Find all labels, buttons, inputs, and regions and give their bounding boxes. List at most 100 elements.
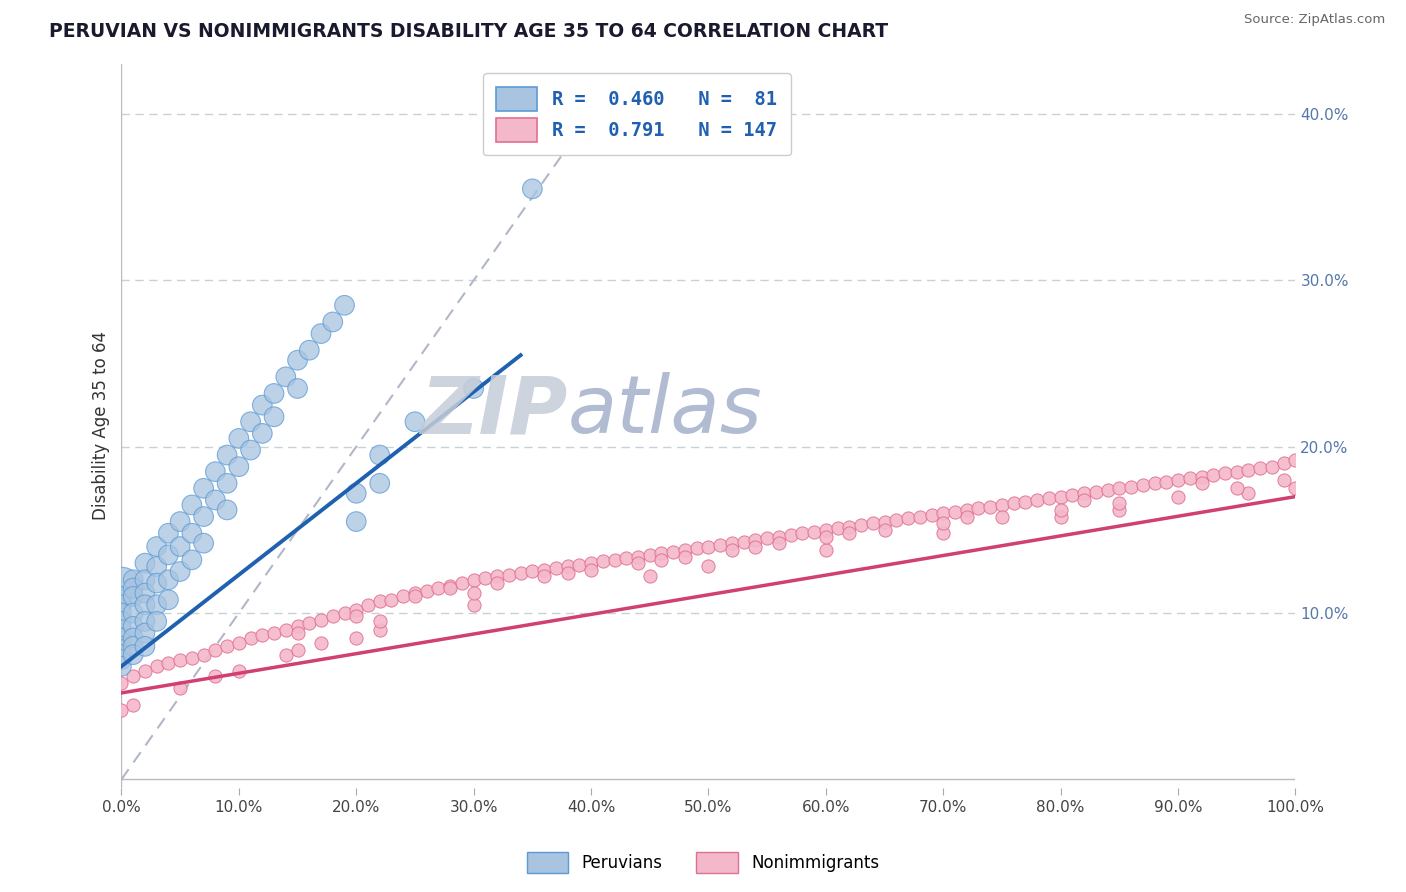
Point: [252, 426, 274, 441]
Point: [122, 648, 145, 662]
Point: [287, 642, 309, 657]
Point: [145, 659, 167, 673]
Point: [157, 526, 180, 541]
Point: [415, 584, 437, 599]
Text: ZIP: ZIP: [420, 373, 568, 450]
Point: [1108, 503, 1130, 517]
Point: [193, 481, 215, 495]
Point: [368, 476, 391, 491]
Point: [1049, 503, 1071, 517]
Point: [1073, 492, 1095, 507]
Point: [1237, 463, 1260, 477]
Point: [744, 540, 766, 554]
Point: [110, 676, 132, 690]
Point: [252, 398, 274, 412]
Point: [145, 615, 167, 629]
Point: [1002, 496, 1025, 510]
Point: [404, 590, 426, 604]
Point: [1084, 484, 1107, 499]
Point: [204, 465, 226, 479]
Point: [122, 573, 145, 587]
Point: [451, 576, 474, 591]
Point: [169, 653, 191, 667]
Point: [1038, 491, 1060, 506]
Point: [344, 631, 367, 645]
Point: [603, 553, 626, 567]
Point: [1167, 473, 1189, 487]
Point: [486, 576, 509, 591]
Point: [309, 636, 332, 650]
Point: [110, 642, 132, 657]
Point: [145, 598, 167, 612]
Point: [1049, 490, 1071, 504]
Point: [380, 592, 402, 607]
Point: [1062, 488, 1084, 502]
Point: [638, 548, 661, 562]
Point: [1178, 471, 1201, 485]
Point: [239, 415, 262, 429]
Point: [122, 698, 145, 712]
Point: [568, 558, 591, 572]
Point: [721, 536, 744, 550]
Point: [309, 326, 332, 341]
Point: [344, 603, 367, 617]
Point: [427, 581, 450, 595]
Point: [344, 515, 367, 529]
Point: [1237, 486, 1260, 500]
Point: [169, 565, 191, 579]
Point: [1049, 509, 1071, 524]
Point: [932, 516, 955, 531]
Point: [157, 548, 180, 562]
Point: [110, 702, 132, 716]
Point: [498, 567, 520, 582]
Point: [344, 609, 367, 624]
Point: [814, 530, 837, 544]
Point: [122, 581, 145, 595]
Point: [650, 546, 672, 560]
Point: [263, 409, 285, 424]
Point: [803, 524, 825, 539]
Point: [814, 542, 837, 557]
Point: [110, 581, 132, 595]
Point: [1191, 469, 1213, 483]
Point: [827, 521, 849, 535]
Point: [463, 382, 485, 396]
Point: [157, 656, 180, 670]
Point: [956, 509, 979, 524]
Point: [157, 573, 180, 587]
Point: [180, 553, 202, 567]
Point: [228, 665, 250, 679]
Point: [1284, 481, 1306, 495]
Point: [686, 541, 709, 556]
Point: [134, 573, 156, 587]
Point: [873, 515, 896, 529]
Point: [368, 615, 391, 629]
Text: Source: ZipAtlas.com: Source: ZipAtlas.com: [1244, 13, 1385, 27]
Point: [145, 540, 167, 554]
Point: [180, 651, 202, 665]
Point: [1261, 459, 1284, 474]
Point: [779, 528, 801, 542]
Point: [697, 559, 720, 574]
Point: [884, 513, 907, 527]
Point: [897, 511, 920, 525]
Point: [217, 448, 239, 462]
Point: [1272, 456, 1295, 470]
Point: [110, 640, 132, 654]
Text: PERUVIAN VS NONIMMIGRANTS DISABILITY AGE 35 TO 64 CORRELATION CHART: PERUVIAN VS NONIMMIGRANTS DISABILITY AGE…: [49, 22, 889, 41]
Point: [322, 609, 344, 624]
Point: [592, 554, 614, 568]
Point: [873, 523, 896, 537]
Point: [1226, 481, 1249, 495]
Point: [134, 615, 156, 629]
Legend: R =  0.460   N =  81, R =  0.791   N = 147: R = 0.460 N = 81, R = 0.791 N = 147: [484, 73, 790, 155]
Point: [134, 640, 156, 654]
Point: [122, 631, 145, 645]
Point: [697, 540, 720, 554]
Point: [627, 549, 650, 564]
Point: [673, 542, 696, 557]
Point: [849, 517, 872, 532]
Point: [768, 530, 790, 544]
Point: [1119, 480, 1142, 494]
Legend: Peruvians, Nonimmigrants: Peruvians, Nonimmigrants: [520, 846, 886, 880]
